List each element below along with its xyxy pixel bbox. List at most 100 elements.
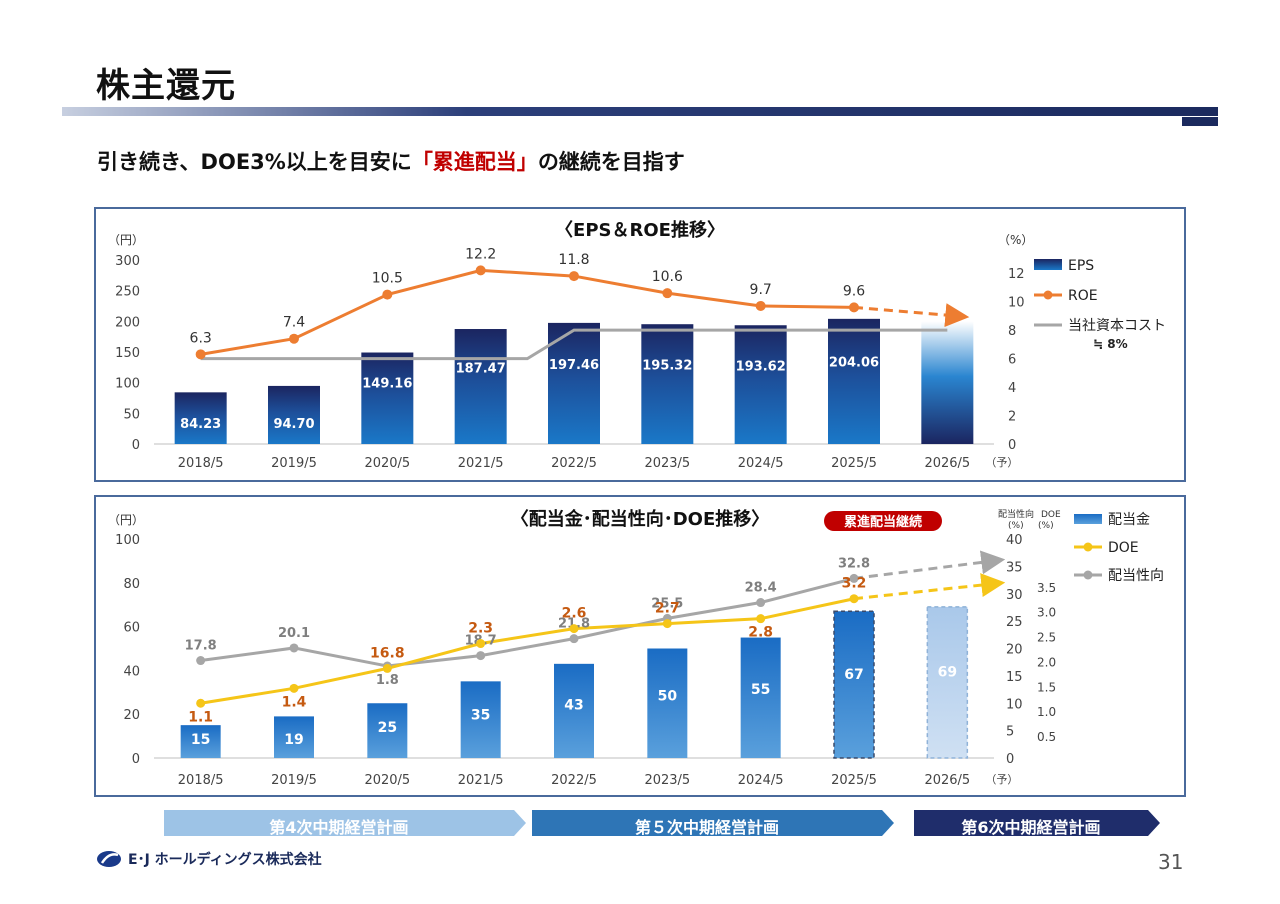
doe-data-label: 1.1: [188, 709, 213, 725]
payout-ratio-line: [200, 576, 855, 668]
doe-forecast-line: [853, 573, 1006, 601]
eps-data-label: 193.62: [736, 359, 786, 374]
phase-arrows: [164, 810, 1160, 836]
chart1-forecast-mark: （予）: [985, 456, 1018, 469]
doe-data-label: 1.4: [282, 694, 307, 710]
eps-data-label: 84.23: [180, 417, 221, 432]
roe-point: [289, 333, 299, 344]
dividend-bar: [274, 716, 314, 758]
chart2-ytick-right1: 25: [1006, 615, 1023, 630]
phase-label-6: 第6次中期経営計画: [961, 818, 1101, 837]
roe-forecast-line: [853, 303, 970, 328]
chart2-xtick: 2026/5: [924, 773, 970, 788]
chart2-ytick-right2: 0.5: [1037, 730, 1056, 744]
legend-payout-marker: [1083, 570, 1093, 580]
eps-data-label: 94.70: [273, 417, 314, 432]
chart2-ytick-left: 40: [123, 664, 140, 679]
dividend-bar: [180, 725, 221, 758]
page-number: 31: [1158, 850, 1184, 874]
payout-data-label: 17.8: [185, 639, 217, 654]
roe-line: [200, 268, 855, 356]
chart1-ytick-right: 8: [1008, 324, 1016, 339]
legend-capital-cost-label: 当社資本コスト: [1068, 318, 1166, 334]
eps-roe-panel: 〈EPS＆ROE推移〉 （円） （%） 0 50 100 150 200 250 300 0 2 4 6 8…: [94, 207, 1186, 482]
roe-data-label: 9.6: [843, 283, 865, 299]
payout-point: [289, 643, 299, 653]
roe-point: [475, 265, 486, 276]
doe-data-label: 2.7: [655, 601, 680, 617]
chart1-title: 〈EPS＆ROE推移〉: [555, 219, 725, 241]
chart1-xtick: 2020/5: [364, 456, 410, 471]
chart2-ytick-right2: 1.0: [1037, 705, 1056, 719]
doe-point: [662, 619, 672, 629]
dividend-bar: [554, 663, 594, 758]
chart2-ytick-right1: 0: [1006, 752, 1014, 767]
payout-point: [196, 656, 206, 666]
legend-doe-label: DOE: [1108, 540, 1139, 556]
chart1-ytick-left: 150: [115, 346, 140, 361]
dividend-data-label: 50: [658, 688, 678, 704]
chart1-ytick-right: 10: [1008, 296, 1025, 311]
chart2-right-unit1: 配当性向: [998, 508, 1034, 520]
dividend-bar: [460, 681, 501, 758]
roe-data-label: 10.6: [652, 269, 683, 285]
chart2-xtick: 2022/5: [551, 773, 597, 788]
phase-label-5: 第５次中期経営計画: [634, 818, 779, 837]
eps-data-label: 187.47: [456, 362, 506, 377]
eps-bar: [268, 385, 320, 444]
chart1-ytick-left: 200: [115, 315, 140, 330]
payout-point: [569, 634, 579, 644]
chart1-ytick-left: 250: [115, 285, 140, 300]
payout-point: [476, 651, 486, 661]
dividend-data-label: 15: [191, 732, 210, 748]
title-underline-bar: [62, 107, 1218, 126]
chart2-right-unit1-pct: (%): [1008, 521, 1024, 531]
phase-arrow-5: [532, 810, 894, 836]
chart1-xtick: 2019/5: [271, 456, 317, 471]
eps-bar: [361, 352, 414, 444]
chart1-xtick: 2022/5: [551, 456, 597, 471]
phase-arrow-6: [914, 810, 1160, 836]
chart1-ytick-left: 100: [115, 377, 140, 392]
payout-point: [756, 598, 766, 608]
capital-cost-annotation: ≒ 8%: [1093, 337, 1128, 351]
dividend-bar: [647, 648, 688, 758]
chart2-ytick-left: 60: [123, 621, 140, 636]
chart2-ytick-left: 80: [123, 577, 140, 592]
chart2-ytick-left: 20: [123, 708, 140, 723]
chart1-ytick-right: 2: [1008, 410, 1016, 425]
phase-arrow-4: [164, 810, 526, 836]
chart2-forecast-mark: （予）: [985, 773, 1018, 786]
chart2-ytick-left: 100: [115, 533, 140, 548]
eps-bar: [641, 324, 694, 444]
eps-bar: [174, 392, 227, 444]
dividend-bar: [740, 637, 781, 758]
progressive-dividend-badge: [824, 511, 942, 531]
dividend-data-label: 69: [938, 664, 957, 680]
eps-data-label: 204.06: [829, 355, 879, 370]
headline-post: の継続を目指す: [537, 150, 685, 174]
chart1-xtick: 2024/5: [738, 456, 784, 471]
chart2-ytick-right2: 2.0: [1037, 655, 1056, 669]
doe-data-label: 2.3: [468, 621, 493, 637]
payout-point: [849, 573, 859, 583]
dividend-data-label: 35: [471, 708, 490, 724]
roe-data-label: 9.7: [750, 282, 772, 298]
chart2-ytick-right1: 30: [1006, 588, 1023, 603]
chart1-ytick-left: 0: [132, 438, 140, 453]
roe-point: [195, 349, 206, 360]
headline-pre: 引き続き、DOE3%以上を目安に: [97, 150, 412, 174]
dividend-data-label: 43: [564, 697, 583, 713]
dividend-bar: [833, 610, 875, 759]
capital-cost-line: [200, 328, 948, 361]
eps-data-label: 195.32: [642, 359, 692, 374]
company-logo-icon: [97, 851, 121, 867]
roe-point: [569, 271, 579, 282]
chart2-right-unit2: DOE: [1041, 510, 1061, 520]
roe-point: [849, 302, 859, 313]
chart2-ytick-right2: 3.0: [1037, 606, 1056, 620]
chart2-right-unit2-pct: (%): [1038, 521, 1054, 531]
eps-bar: [734, 325, 787, 444]
chart2-xtick: 2020/5: [364, 773, 410, 788]
doe-point: [382, 663, 392, 673]
